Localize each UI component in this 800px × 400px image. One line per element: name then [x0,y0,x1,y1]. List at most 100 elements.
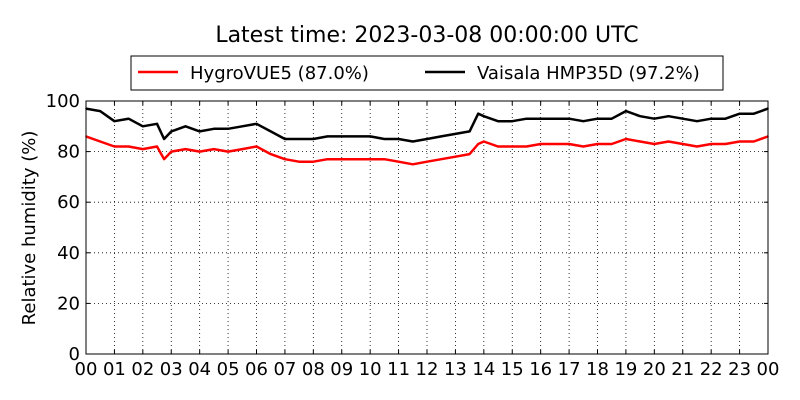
data-point [227,150,229,153]
data-point [724,117,727,120]
data-point [269,130,272,133]
data-point [440,135,443,138]
data-point [326,135,329,138]
data-point [198,130,201,133]
x-tick-label: 20 [643,359,666,380]
data-point [355,158,357,160]
data-point [653,117,656,120]
data-point [341,135,343,138]
data-point [99,140,101,143]
data-point [213,148,215,150]
data-point [696,120,698,122]
data-point [241,125,244,128]
axis-ticks: 00 01 02 03 04 05 06 07 08 09 10 11 12 13 14 15 16 17 18 19… [46,91,780,380]
data-point [284,158,286,160]
data-point [596,143,599,145]
data-point [610,143,613,145]
x-tick-label: 12 [416,359,439,380]
data-point [738,140,741,143]
data-point [142,125,144,128]
x-tick-label: 22 [700,359,723,380]
data-point [255,145,258,148]
data-point [477,112,480,115]
series-line-0 [85,135,769,166]
x-tick-label: 09 [330,359,353,380]
data-point [653,143,656,145]
x-tick-label: 05 [217,359,240,380]
data-point [625,138,627,140]
data-point [369,158,372,160]
y-tick-label: 80 [57,142,80,163]
plot-frame [85,100,769,355]
x-tick-label: 11 [387,359,410,380]
data-point [142,148,144,150]
data-point [454,155,457,158]
x-tick-label: 08 [302,359,325,380]
x-tick-label: 14 [472,359,495,380]
x-tick-label: 00 [757,359,780,380]
data-point [582,120,585,122]
data-point [753,112,755,115]
data-point [682,117,684,120]
data-point [99,110,101,112]
data-point [682,143,684,145]
data-point [397,160,400,163]
data-point [426,138,428,140]
legend: HygroVUE5 (87.0%) Vaisala HMP35D (97.2%) [130,55,724,91]
x-tick-label: 13 [444,359,467,380]
data-point [710,117,712,120]
x-tick-label: 01 [103,359,126,380]
x-tick-label: 17 [558,359,581,380]
x-tick-label: 04 [188,359,211,380]
data-point [483,140,485,143]
data-point [568,117,570,120]
x-tick-label: 16 [529,359,552,380]
data-point [667,115,670,117]
data-point [525,117,528,120]
data-point [341,158,343,160]
data-point [412,163,414,166]
data-point [163,158,165,160]
y-tick-label: 60 [57,192,80,213]
data-point [156,123,158,125]
data-point [582,145,585,148]
legend-label-vaisala: Vaisala HMP35D (97.2%) [477,63,700,84]
data-point [412,140,414,143]
data-point [113,145,116,148]
data-point [383,138,386,140]
data-point [724,143,727,145]
data-point [355,135,357,138]
data-point [477,143,480,145]
data-point [298,138,300,140]
data-point [227,128,229,130]
x-tick-label: 19 [614,359,637,380]
data-point [383,158,386,160]
data-point [184,148,187,150]
data-point [568,143,570,145]
data-point [511,145,514,148]
data-point [369,135,372,138]
data-point [483,115,485,117]
data-point [639,140,641,143]
data-point [468,153,471,155]
data-point [667,140,670,143]
x-tick-label: 02 [131,359,154,380]
data-point [539,143,542,145]
x-tick-label: 07 [273,359,296,380]
data-series [85,107,769,166]
data-point [710,143,712,145]
data-point [554,117,556,120]
data-point [170,150,173,153]
data-point [554,143,556,145]
data-point [454,133,457,135]
x-tick-label: 15 [501,359,524,380]
data-point [497,120,499,122]
data-point [298,160,300,163]
data-point [426,160,428,163]
data-point [525,145,528,148]
data-point [625,110,627,112]
data-point [113,120,116,122]
data-point [497,145,499,148]
x-tick-label: 06 [245,359,268,380]
